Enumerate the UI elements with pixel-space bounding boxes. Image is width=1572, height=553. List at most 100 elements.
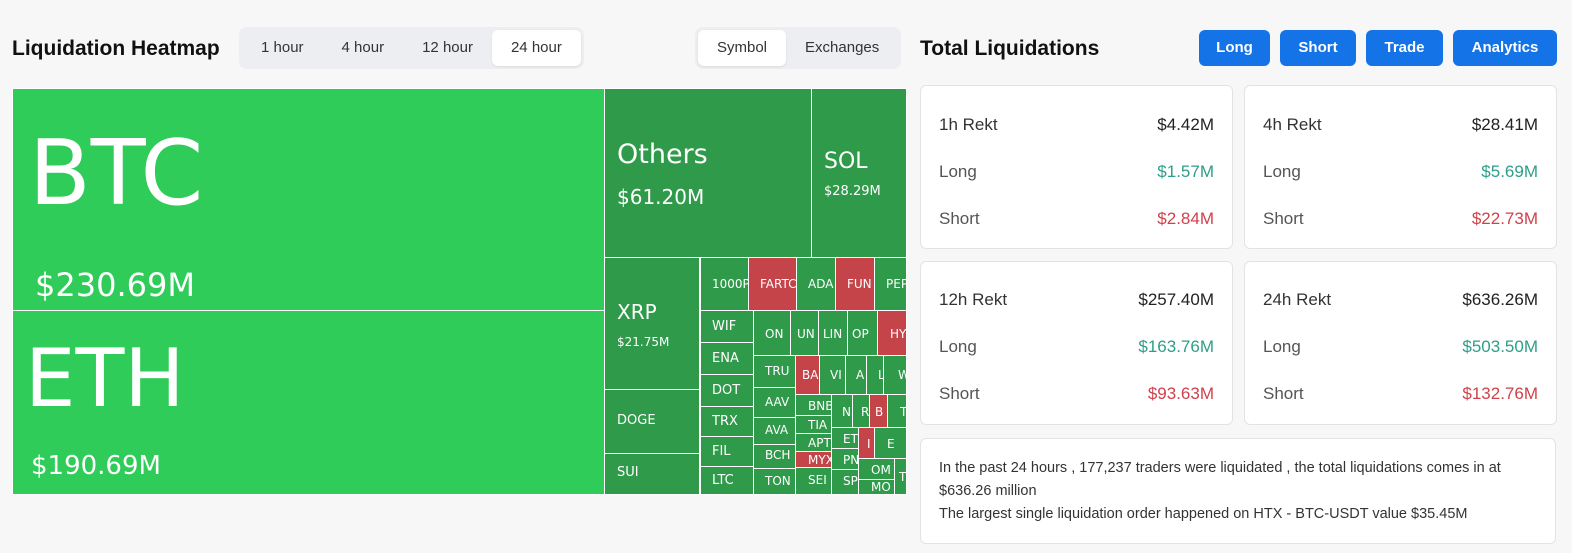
cell-symbol: HY <box>890 327 907 341</box>
heatmap-cell-et[interactable]: ET <box>831 427 859 449</box>
heatmap-cell-i[interactable]: I <box>858 427 875 459</box>
cell-symbol: N <box>842 405 851 419</box>
cell-symbol: TIA <box>808 418 828 432</box>
view-tabs: Symbol Exchanges <box>695 27 902 69</box>
long-label: Long <box>1263 162 1301 181</box>
heatmap-cell-myx[interactable]: MYX <box>795 451 832 468</box>
heatmap-cell-ltc[interactable]: LTC <box>700 466 754 495</box>
heatmap-cell-xrp[interactable]: XRP $21.75M <box>604 257 700 390</box>
long-value: $163.76M <box>1138 337 1214 356</box>
heatmap-cell-others[interactable]: Others $61.20M <box>604 88 812 258</box>
heatmap-cell-bnb[interactable]: BNB <box>795 394 832 416</box>
cell-symbol: BA <box>802 368 819 382</box>
card-24h-rekt: 24h Rekt $636.26M Long $503.50M Short $132.… <box>1244 261 1557 425</box>
heatmap-cell-un[interactable]: UN <box>790 310 819 356</box>
heatmap-cell-r[interactable]: R <box>852 394 870 428</box>
card-total: $4.42M <box>1157 115 1214 134</box>
heatmap-cell-sol[interactable]: SOL $28.29M <box>811 88 907 258</box>
heatmap-cell-aav[interactable]: AAV <box>753 387 796 418</box>
cell-symbol: APT <box>808 436 831 450</box>
cell-symbol: T <box>899 470 907 484</box>
heatmap-cell-sui[interactable]: SUI <box>604 453 700 495</box>
cell-symbol: FARTC <box>760 277 797 291</box>
cell-symbol: SEI <box>808 473 827 487</box>
heatmap-cell-eth[interactable]: ETH $190.69M <box>12 310 605 495</box>
tab-24-hour[interactable]: 24 hour <box>491 30 581 66</box>
heatmap-cell-wif[interactable]: WIF <box>700 310 754 343</box>
heatmap-cell-dot[interactable]: DOT <box>700 374 754 407</box>
heatmap-cell-n[interactable]: N <box>831 394 853 428</box>
card-total: $28.41M <box>1471 115 1538 134</box>
card-label: 4h Rekt <box>1263 115 1322 134</box>
heatmap-cell-tru[interactable]: TRU <box>753 355 796 388</box>
trade-button[interactable]: Trade <box>1366 30 1443 66</box>
heatmap-cell-op[interactable]: OP <box>847 310 878 356</box>
heatmap-cell-ava[interactable]: AVA <box>753 417 796 445</box>
cell-symbol: AVA <box>765 423 789 437</box>
heatmap-cell-t[interactable]: T <box>894 458 907 495</box>
heatmap-cell-bch[interactable]: BCH <box>753 444 796 469</box>
short-label: Short <box>939 384 980 403</box>
liquidation-summary: In the past 24 hours , 177,237 traders w… <box>920 438 1556 544</box>
cell-symbol: MYX <box>808 453 832 467</box>
heatmap-cell-pn[interactable]: PN <box>831 448 859 470</box>
heatmap-cell-e[interactable]: E <box>874 427 907 459</box>
cell-symbol: W <box>898 369 906 381</box>
heatmap-cell-doge[interactable]: DOGE <box>604 389 700 454</box>
heatmap-cell-tia[interactable]: TIA <box>795 415 832 434</box>
heatmap-cell-sp[interactable]: SP <box>831 469 859 495</box>
cell-symbol: WIF <box>712 319 737 334</box>
heatmap-cell-fil[interactable]: FIL <box>700 436 754 467</box>
heatmap-cell-1000p[interactable]: 1000P <box>700 257 749 311</box>
cell-symbol: TRX <box>712 414 738 429</box>
cell-symbol: AAV <box>765 395 790 409</box>
heatmap-cell-ena[interactable]: ENA <box>700 342 754 375</box>
heatmap-cell-fartc[interactable]: FARTC <box>748 257 797 311</box>
heatmap-cell-lin[interactable]: LIN <box>818 310 848 356</box>
heatmap-cell-trx[interactable]: TRX <box>700 406 754 437</box>
cell-symbol: BCH <box>765 448 791 462</box>
heatmap-cell-t[interactable]: T <box>887 394 907 428</box>
long-button[interactable]: Long <box>1199 30 1270 66</box>
tab-12-hour[interactable]: 12 hour <box>422 39 473 56</box>
cell-symbol: SUI <box>617 465 639 480</box>
card-total: $257.40M <box>1138 290 1214 309</box>
heatmap-cell-fun[interactable]: FUN <box>835 257 875 311</box>
heatmap-cell-on[interactable]: ON <box>753 310 791 356</box>
heatmap-cell-b[interactable]: B <box>869 394 888 428</box>
cell-symbol: PN <box>843 453 859 467</box>
heatmap-cell-btc[interactable]: BTC $230.69M <box>12 88 605 311</box>
time-range-tabs: 1 hour 4 hour 12 hour 24 hour <box>239 27 584 69</box>
summary-largest-order-text: The largest single liquidation order hap… <box>939 506 1468 522</box>
short-label: Short <box>939 209 980 228</box>
heatmap-cell-vi[interactable]: VI <box>819 355 846 395</box>
cell-symbol: 1000P <box>712 277 749 291</box>
cell-symbol: ET <box>843 432 858 446</box>
long-value: $1.57M <box>1157 162 1214 181</box>
heatmap-cell-ton[interactable]: TON <box>753 468 796 495</box>
heatmap-cell-mo[interactable]: MO <box>858 479 895 495</box>
heatmap-cell-ada[interactable]: ADA <box>796 257 836 311</box>
heatmap-cell-apt[interactable]: APT <box>795 433 832 452</box>
heatmap-cell-pep[interactable]: PEP <box>874 257 907 311</box>
tab-4-hour[interactable]: 4 hour <box>341 39 385 56</box>
heatmap-cell-a[interactable]: A <box>845 355 867 395</box>
card-total: $636.26M <box>1462 290 1538 309</box>
heatmap-cell-om[interactable]: OM <box>858 458 895 480</box>
heatmap-cell-ba[interactable]: BA <box>795 355 820 395</box>
cell-symbol: ON <box>765 327 784 341</box>
long-value: $503.50M <box>1462 337 1538 356</box>
heatmap-cell-l[interactable]: L <box>866 355 884 395</box>
tab-1-hour[interactable]: 1 hour <box>261 39 304 56</box>
heatmap-cell-sei[interactable]: SEI <box>795 467 832 495</box>
tab-symbol[interactable]: Symbol <box>698 30 787 66</box>
heatmap-cell-w[interactable]: W <box>883 355 907 395</box>
cell-symbol: OP <box>852 327 869 341</box>
cell-symbol: FUN <box>847 277 872 291</box>
analytics-button[interactable]: Analytics <box>1453 30 1557 66</box>
tab-exchanges[interactable]: Exchanges <box>805 39 880 56</box>
cell-symbol: BNB <box>808 399 832 413</box>
cell-symbol: PEP <box>886 277 907 291</box>
short-button[interactable]: Short <box>1280 30 1356 66</box>
heatmap-cell-hy[interactable]: HY <box>877 310 907 356</box>
